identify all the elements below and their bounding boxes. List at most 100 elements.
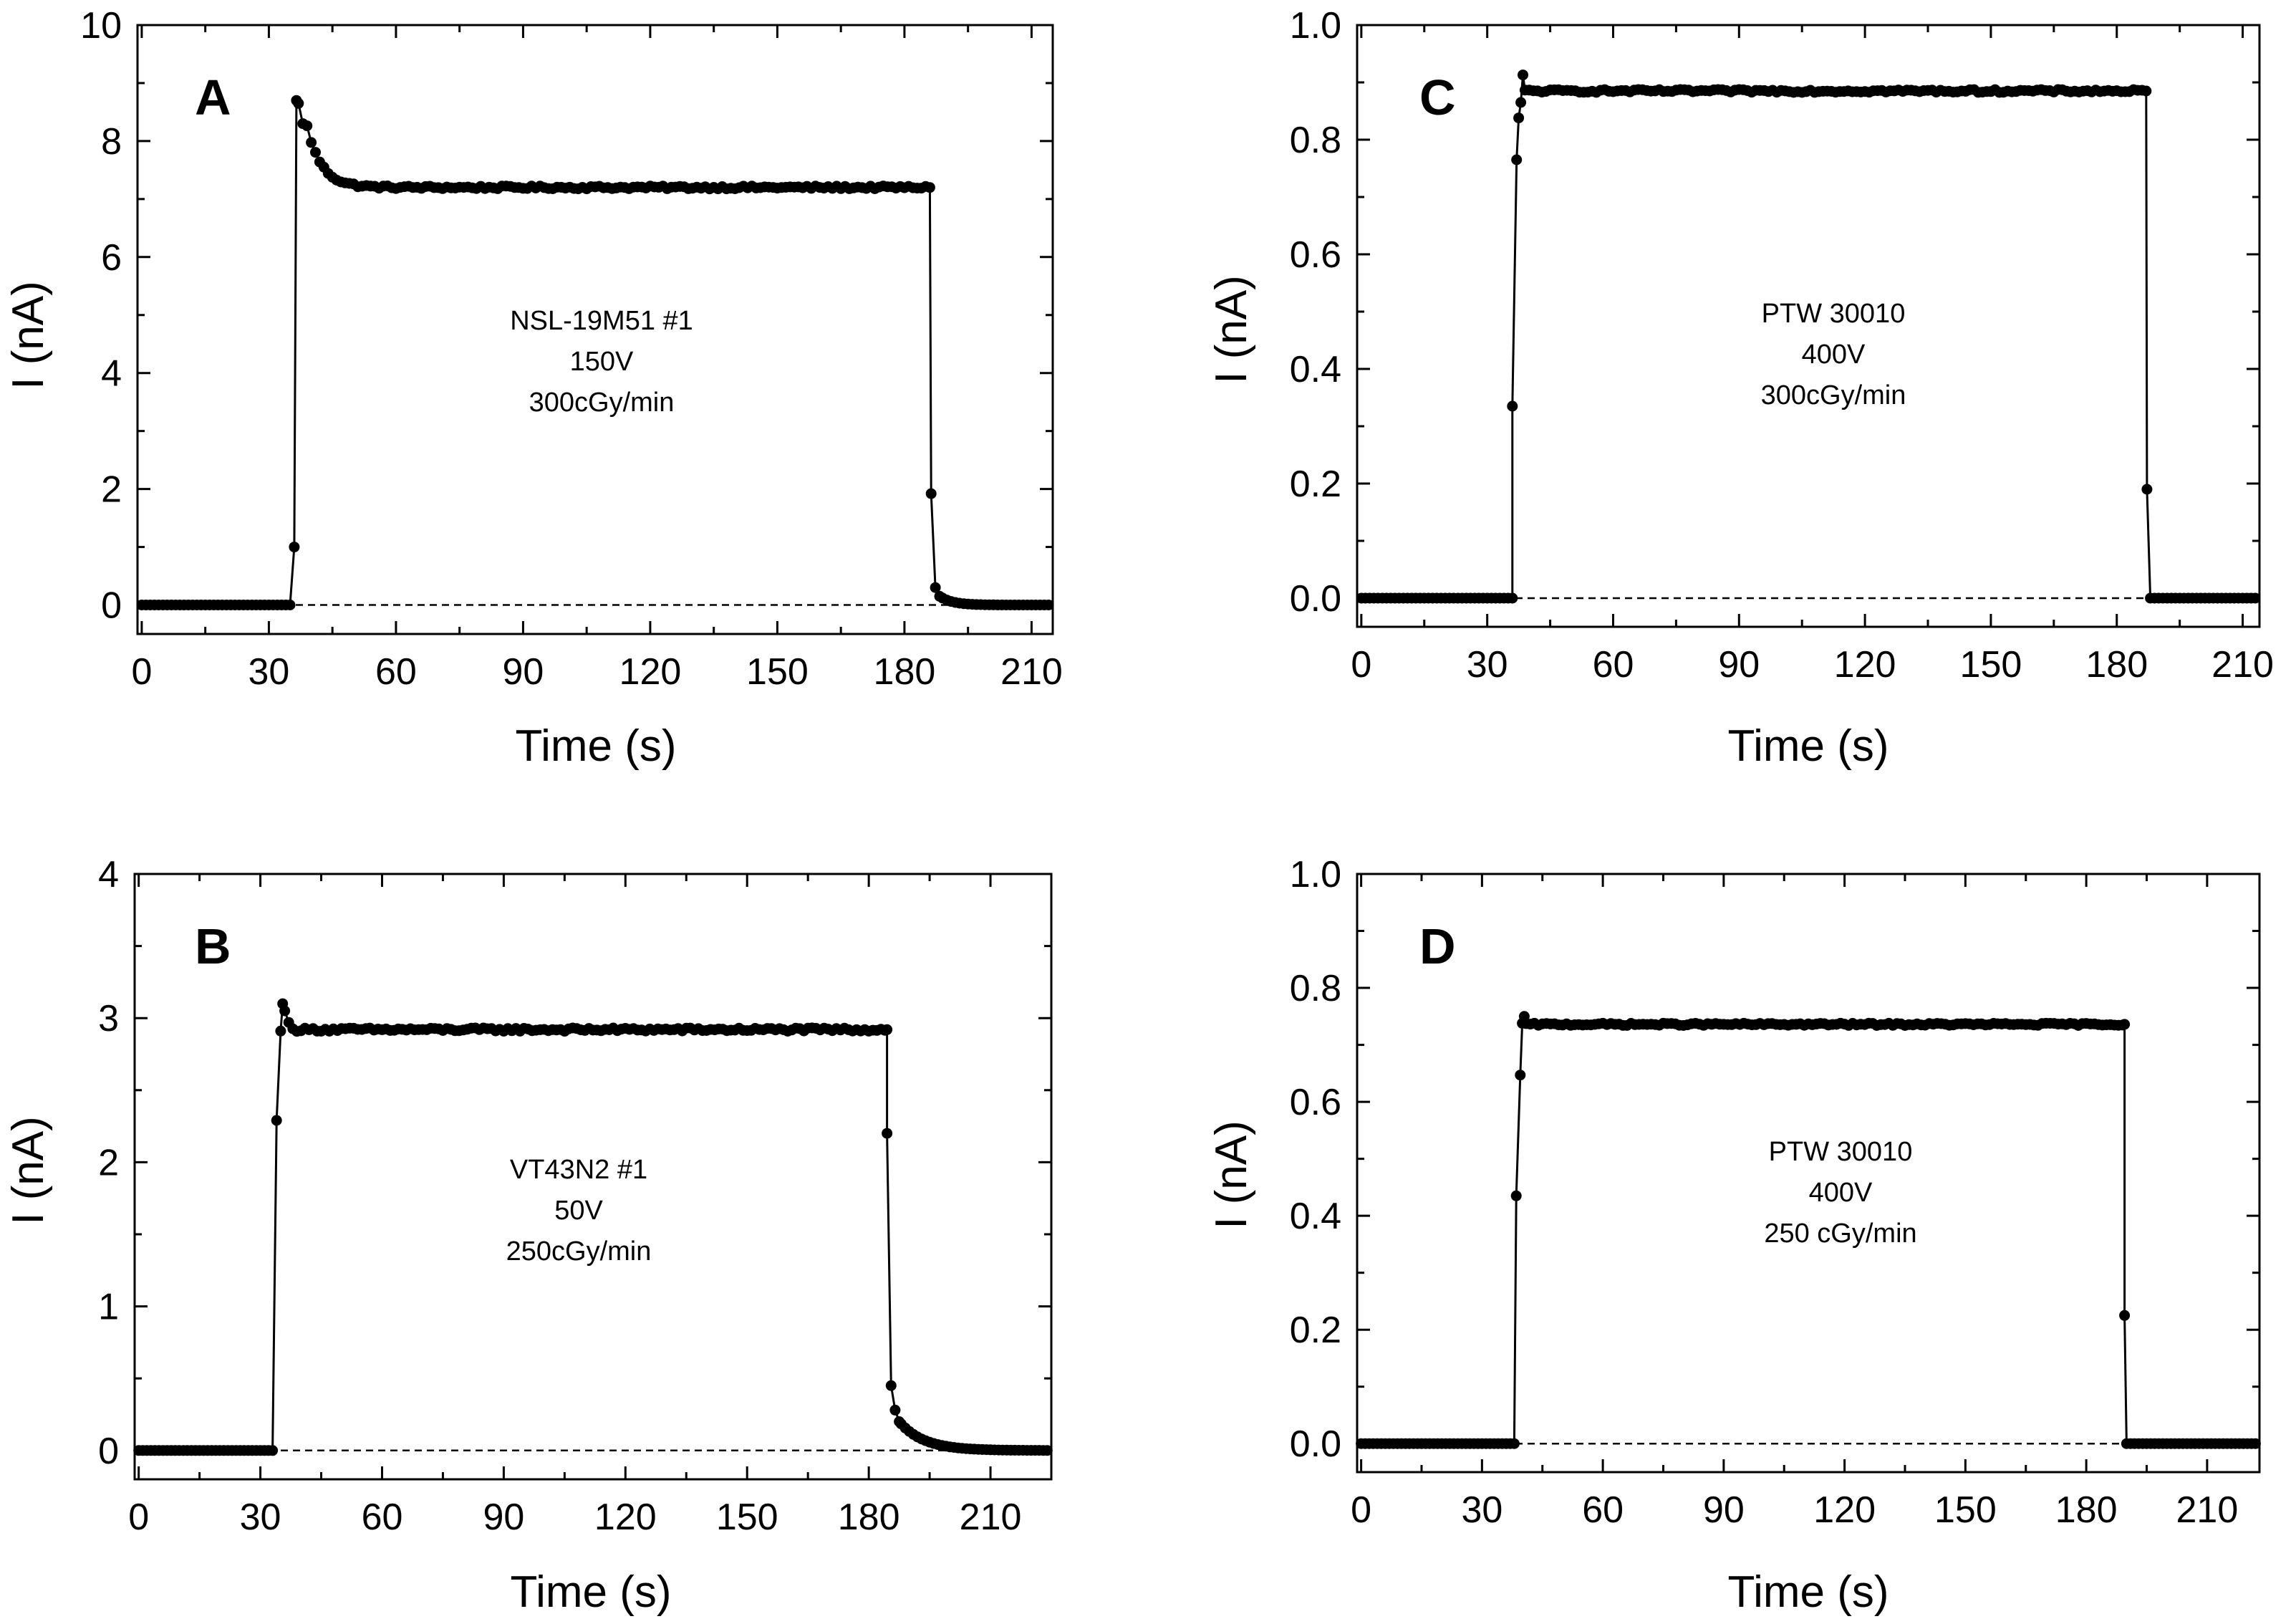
y-axis-title-c: I (nA)	[1207, 275, 1256, 384]
x-axis-title-a: Time (s)	[516, 721, 677, 771]
x-tick-label: 150	[716, 1496, 778, 1538]
data-point	[1041, 1445, 1053, 1456]
data-point	[1515, 1070, 1526, 1081]
plot-frame-d	[1356, 873, 2261, 1474]
data-point	[267, 1445, 279, 1456]
data-point	[1510, 1190, 1522, 1201]
data-point	[271, 1115, 282, 1126]
x-tick-label: 90	[1718, 644, 1760, 686]
data-point	[302, 120, 313, 132]
y-tick-label: 0	[98, 1431, 119, 1472]
annotation-line-1-d: PTW 30010	[1769, 1137, 1913, 1167]
x-tick-label: 210	[960, 1496, 1022, 1538]
x-tick-label: 60	[1593, 644, 1634, 686]
x-tick-label: 180	[2085, 644, 2148, 686]
y-tick-label: 6	[101, 237, 122, 279]
plot-frame-b	[133, 873, 1053, 1481]
x-tick-label: 120	[1834, 644, 1896, 686]
y-tick-label: 0.4	[1290, 1196, 1341, 1237]
data-point	[293, 97, 304, 109]
y-tick-label: 1.0	[1290, 854, 1341, 895]
x-tick-label: 180	[2055, 1489, 2118, 1531]
y-axis-title-d: I (nA)	[1207, 1120, 1256, 1229]
x-tick-label: 120	[594, 1496, 657, 1538]
y-tick-label: 0.0	[1290, 1423, 1341, 1465]
annotation-line-1-c: PTW 30010	[1762, 299, 1906, 329]
annotation-line-2-c: 400V	[1802, 340, 1866, 370]
series-markers	[133, 998, 1053, 1456]
chart-panel-c: C Time (s) I (nA) PTW 30010 400V 300cGy/…	[1207, 5, 2274, 771]
x-tick-label: 90	[483, 1496, 524, 1538]
x-tick-label: 210	[1000, 651, 1063, 693]
data-point	[289, 542, 300, 553]
y-tick-label: 2	[101, 469, 122, 511]
data-point	[885, 1380, 897, 1391]
x-tick-label: 30	[240, 1496, 281, 1538]
panel-label-a: A	[195, 69, 231, 125]
data-point	[279, 1005, 291, 1017]
annotation-line-2-b: 50V	[554, 1196, 603, 1226]
data-point	[1515, 97, 1527, 108]
chart-panel-b: B Time (s) I (nA) VT43N2 #1 50V 250cGy/m…	[4, 854, 1053, 1617]
annotation-line-1-b: VT43N2 #1	[510, 1155, 647, 1185]
x-tick-label: 150	[1934, 1489, 1997, 1531]
x-tick-label: 30	[1461, 1489, 1502, 1531]
y-tick-label: 0.6	[1290, 1082, 1341, 1123]
panel-label-c: C	[1419, 69, 1456, 125]
plot-frame-c	[1356, 24, 2261, 628]
chart-panel-d: D Time (s) I (nA) PTW 30010 400V 250 cGy…	[1207, 854, 2261, 1617]
annotation-line-3-a: 300cGy/min	[529, 388, 675, 418]
x-tick-label: 60	[375, 651, 417, 693]
x-axis-title-b: Time (s)	[511, 1567, 672, 1617]
data-point	[1518, 69, 1528, 81]
y-axis-title-a: I (nA)	[4, 281, 53, 390]
data-point	[1507, 592, 1518, 604]
x-axis-title-d: Time (s)	[1728, 1567, 1889, 1617]
chart-panel-a: A Time (s) I (nA) NSL-19M51 #1 150V 300c…	[4, 5, 1063, 771]
x-tick-label: 30	[248, 651, 289, 693]
y-axis-title-b: I (nA)	[4, 1116, 53, 1225]
x-tick-label: 0	[131, 651, 152, 693]
data-point	[924, 182, 935, 193]
series-markers	[136, 95, 1054, 610]
y-tick-label: 10	[80, 5, 122, 47]
y-tick-label: 1.0	[1290, 5, 1341, 47]
data-point	[1511, 154, 1523, 165]
data-point	[310, 147, 321, 158]
annotation-line-3-b: 250cGy/min	[506, 1236, 652, 1267]
data-point	[2249, 592, 2261, 604]
x-axis-title-c: Time (s)	[1728, 721, 1889, 771]
data-point	[1513, 112, 1525, 124]
annotation-line-2-d: 400V	[1809, 1178, 1873, 1208]
y-tick-label: 3	[98, 998, 119, 1039]
x-tick-label: 120	[1813, 1489, 1876, 1531]
y-tick-label: 8	[101, 121, 122, 163]
data-point	[275, 1025, 286, 1037]
series-markers	[1356, 69, 2261, 604]
data-point	[925, 488, 937, 499]
x-tick-label: 150	[746, 651, 809, 693]
y-tick-label: 0	[101, 585, 122, 627]
x-tick-label: 120	[619, 651, 682, 693]
annotation-line-2-a: 150V	[570, 347, 634, 377]
y-tick-label: 0.0	[1290, 578, 1341, 620]
y-tick-label: 4	[101, 353, 122, 395]
x-tick-label: 60	[1582, 1489, 1624, 1531]
annotation-line-3-d: 250 cGy/min	[1764, 1219, 1916, 1249]
data-point	[306, 137, 317, 148]
data-point	[2119, 1019, 2131, 1030]
y-tick-label: 2	[98, 1142, 119, 1183]
x-tick-label: 90	[502, 651, 544, 693]
data-point	[882, 1024, 893, 1035]
data-point	[2119, 1310, 2131, 1321]
data-point	[889, 1404, 901, 1416]
data-point	[284, 600, 296, 610]
y-tick-label: 4	[98, 854, 119, 895]
data-point	[2249, 1438, 2261, 1449]
plot-frame-a	[136, 24, 1054, 635]
annotation-line-1-a: NSL-19M51 #1	[510, 306, 693, 336]
x-tick-label: 210	[2211, 644, 2274, 686]
annotation-line-3-c: 300cGy/min	[1761, 380, 1906, 410]
data-point	[1507, 400, 1518, 412]
